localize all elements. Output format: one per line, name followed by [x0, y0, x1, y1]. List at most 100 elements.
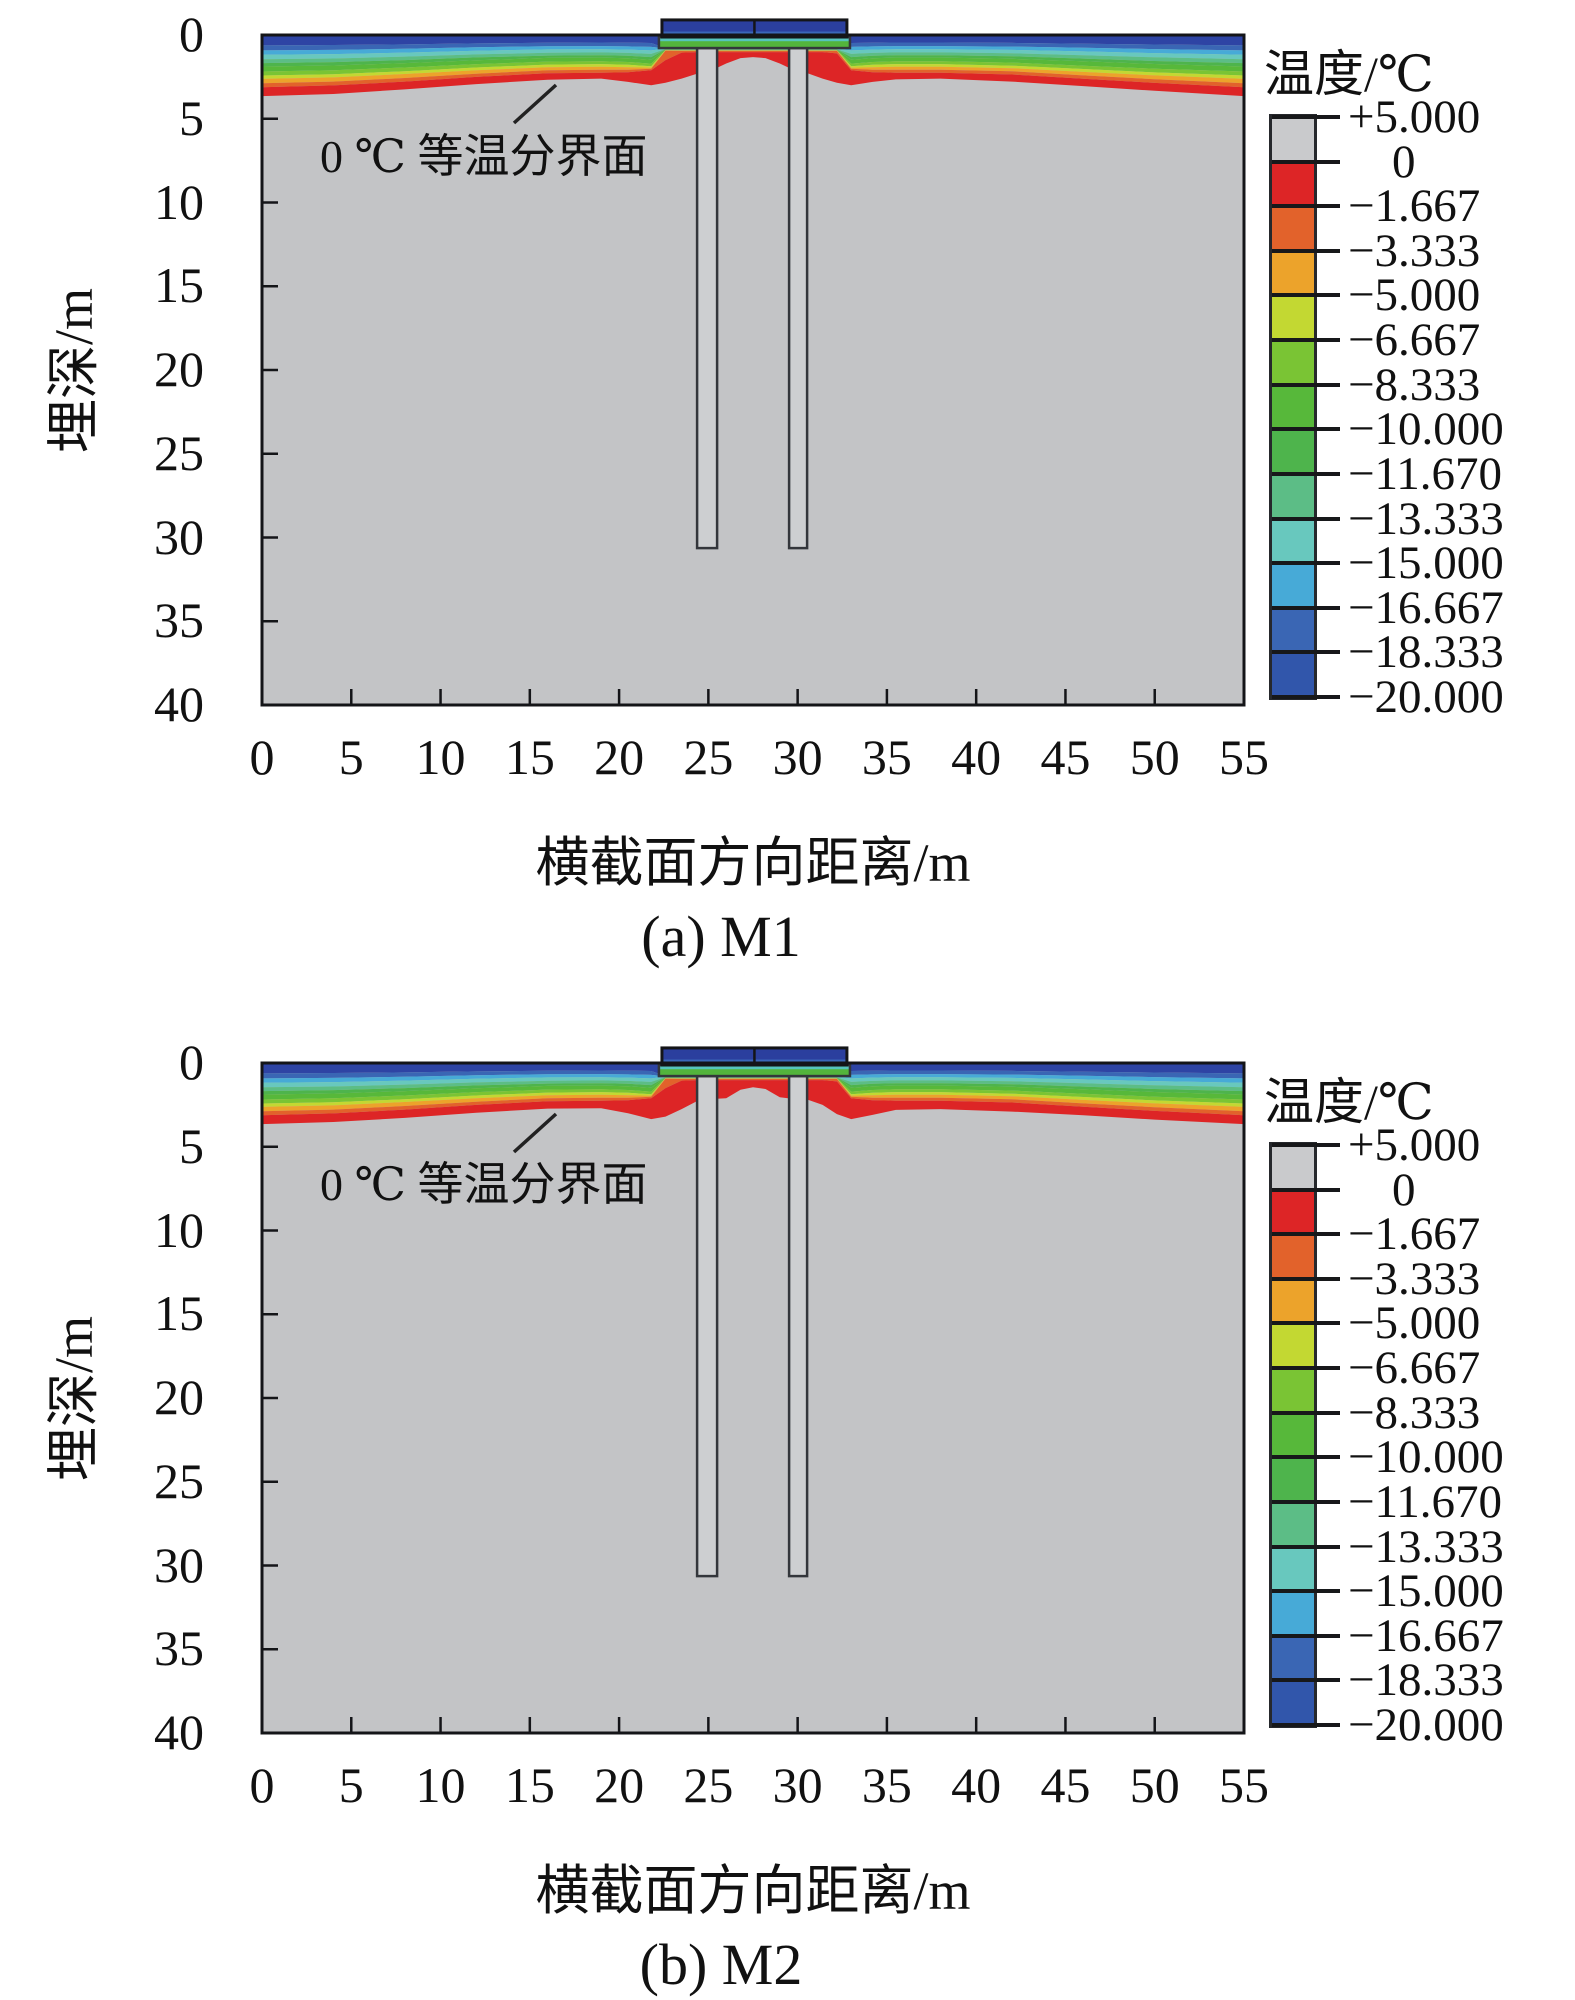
contour-plot-m1	[260, 18, 1246, 707]
legend-tick-label: −11.670	[1348, 1475, 1503, 1528]
temperature-band	[262, 49, 1244, 72]
legend-swatch	[1272, 1368, 1314, 1413]
legend-swatch	[1272, 1234, 1314, 1279]
legend-swatch	[1272, 607, 1314, 653]
legend-tick-mark	[1272, 1366, 1340, 1371]
legend-tick-label: −18.333	[1348, 1654, 1504, 1707]
temperature-band	[262, 49, 1244, 76]
legend-swatch	[1272, 206, 1314, 251]
x-tick-label: 30	[772, 729, 823, 785]
legend-tick-mark	[1272, 561, 1340, 566]
isotherm-annotation: 0 ℃ 等温分界面	[320, 131, 648, 182]
legend-tick-label: −5.000	[1348, 1297, 1481, 1350]
legend-tick-label: 0	[1392, 135, 1416, 188]
y-tick-label: 40	[154, 676, 204, 732]
temperature-band	[262, 1078, 1244, 1112]
temperature-band	[262, 1074, 1244, 1083]
x-tick-label: 30	[772, 1757, 823, 1813]
y-tick-label: 20	[154, 341, 204, 397]
y-tick-label: 0	[179, 1034, 204, 1090]
legend-swatch	[1272, 250, 1314, 296]
legend-tick-mark	[1272, 695, 1340, 699]
embankment-platform	[658, 37, 850, 49]
legend-tick-mark	[1272, 159, 1340, 164]
x-tick-label: 15	[504, 1757, 555, 1813]
ground-body	[262, 1063, 1244, 1733]
legend-swatch	[1272, 1591, 1314, 1636]
x-tick-label: 10	[415, 729, 466, 785]
legend-swatch	[1272, 1412, 1314, 1458]
temperature-band	[262, 50, 1244, 79]
x-tick-label: 35	[861, 729, 912, 785]
legend-title-b: 温度/℃	[1264, 1074, 1434, 1130]
x-tick-label: 0	[249, 1757, 275, 1813]
ground-body	[262, 35, 1244, 705]
temperature-band	[262, 1077, 1244, 1100]
legend-tick-label: −3.333	[1348, 224, 1481, 277]
legend-tick-label: −3.333	[1348, 1252, 1481, 1305]
legend-tick-mark	[1272, 1723, 1340, 1727]
legend-swatch	[1272, 384, 1314, 430]
legend-tick-mark	[1272, 1321, 1340, 1326]
legend-tick-mark	[1272, 516, 1340, 521]
y-tick-label: 10	[154, 1201, 204, 1258]
x-tick-label: 50	[1129, 1757, 1180, 1813]
legend-swatch	[1272, 1278, 1314, 1324]
x-tick-label: 55	[1219, 729, 1269, 785]
legend-swatch	[1272, 1635, 1314, 1681]
temperature-band	[262, 42, 1244, 51]
legend-tick-label: −8.333	[1348, 1386, 1481, 1439]
legend-swatch	[1272, 563, 1314, 608]
y-tick-label: 30	[154, 508, 204, 565]
x-tick-label: 40	[951, 729, 1002, 785]
x-tick-label: 15	[504, 729, 555, 785]
temperature-band	[262, 1076, 1244, 1088]
x-tick-label: 20	[594, 729, 645, 785]
temperature-band	[262, 50, 1244, 84]
legend-tick-mark	[1272, 293, 1340, 298]
y-tick-label: 5	[179, 1117, 204, 1174]
legend-swatch	[1272, 1680, 1314, 1725]
legend-tick-label: −16.667	[1348, 581, 1504, 634]
legend-tick-label: −16.667	[1348, 1609, 1504, 1662]
y-tick-label: 40	[154, 1704, 204, 1760]
x-axis-title: 横截面方向距离/m	[535, 1861, 971, 1921]
y-tick-label: 15	[154, 257, 204, 314]
temperature-band	[262, 1077, 1244, 1104]
x-tick-label: 50	[1129, 729, 1180, 785]
legend-tick-mark	[1272, 1410, 1340, 1415]
legend-tick-mark	[1272, 204, 1340, 209]
temperature-band	[262, 1078, 1244, 1116]
legend-tick-label: −6.667	[1348, 314, 1481, 367]
legend-tick-mark	[1272, 382, 1340, 387]
legend-tick-label: −6.667	[1348, 1342, 1481, 1395]
x-tick-label: 20	[594, 1757, 645, 1813]
temperature-band	[262, 1080, 1244, 1125]
legend-tick-mark	[1272, 1499, 1340, 1504]
legend-tick-label: +5.000	[1348, 1119, 1481, 1171]
annotation-leader-line	[512, 83, 558, 125]
panel-caption-a: (a) M1	[641, 904, 801, 969]
embankment-platform	[658, 1065, 850, 1077]
legend-swatch	[1272, 340, 1314, 385]
x-tick-label: 40	[951, 1757, 1002, 1813]
temperature-band	[262, 49, 1244, 64]
temperature-band	[262, 1077, 1244, 1095]
temperature-band	[262, 1078, 1244, 1107]
legend-swatch	[1272, 161, 1314, 207]
legend-tick-label: +5.000	[1348, 91, 1481, 143]
x-tick-label: 25	[683, 729, 734, 785]
y-tick-label: 30	[154, 1536, 204, 1593]
legend-tick-label: −10.000	[1348, 1431, 1504, 1484]
legend-tick-mark	[1272, 471, 1340, 476]
legend-tick-label: −5.000	[1348, 269, 1481, 322]
legend-tick-label: −20.000	[1348, 671, 1504, 723]
embankment-platform-stripe	[658, 1065, 850, 1070]
x-tick-label: 0	[249, 729, 275, 785]
y-tick-label: 20	[154, 1369, 204, 1425]
legend-swatch	[1272, 1546, 1314, 1592]
legend-swatch	[1272, 1189, 1314, 1235]
annotation-leader-line	[512, 1112, 558, 1154]
y-tick-label: 25	[154, 424, 204, 481]
